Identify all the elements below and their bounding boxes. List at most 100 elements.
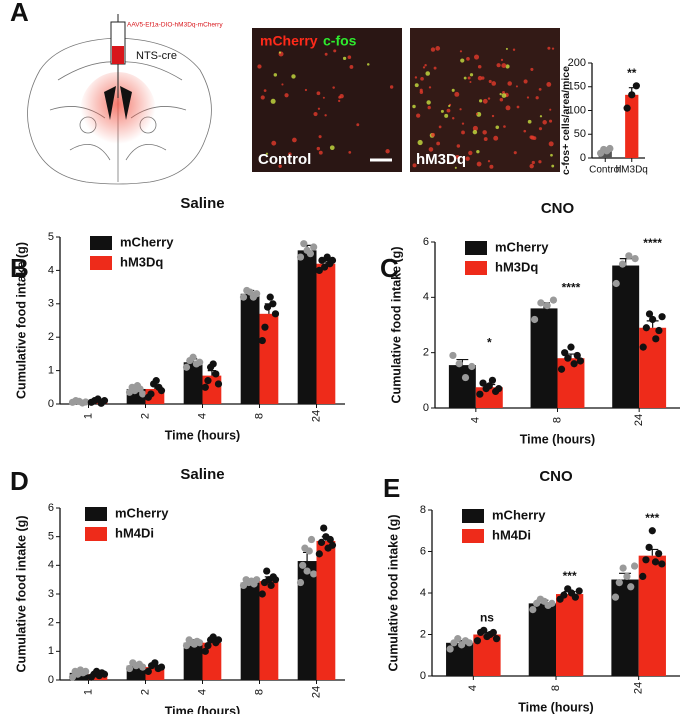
cell	[292, 161, 295, 164]
x-tick-label: 1	[82, 689, 94, 695]
cell	[473, 54, 480, 60]
cell	[487, 160, 491, 163]
cell	[436, 141, 441, 146]
cell	[526, 96, 530, 99]
data-point	[468, 362, 476, 371]
x-tick-label: 8	[253, 689, 265, 695]
cell	[273, 73, 278, 77]
cell	[428, 86, 432, 89]
data-point	[209, 633, 217, 641]
cell	[465, 156, 470, 161]
data-point	[261, 323, 269, 331]
data-point	[189, 353, 197, 361]
data-point	[306, 250, 314, 258]
cell	[546, 82, 552, 87]
data-point	[201, 647, 209, 655]
data-point	[652, 335, 660, 343]
y-tick-label: 6	[420, 545, 426, 557]
cell	[324, 114, 327, 117]
data-point	[557, 365, 566, 373]
y-tick-label: 2	[423, 347, 429, 359]
y-tick-label: 3	[48, 588, 54, 600]
x-tick-label: 4	[196, 413, 208, 419]
cell	[496, 63, 501, 68]
bar	[259, 313, 279, 404]
cell	[475, 112, 478, 115]
y-axis-label: Cumulative food intake (g)	[389, 247, 403, 404]
y-axis-label: Cumulative food intake (g)	[386, 515, 400, 672]
x-tick-label: 4	[470, 417, 482, 423]
legend-swatch	[462, 529, 484, 543]
data-point	[303, 567, 311, 575]
cell	[356, 123, 360, 127]
y-tick-label: 200	[568, 57, 586, 69]
data-point	[139, 663, 147, 671]
cell	[304, 88, 308, 92]
legend-label: hM3Dq	[495, 259, 538, 274]
bar	[316, 540, 336, 680]
x-tick-label: 8	[550, 685, 562, 691]
bar	[316, 263, 336, 404]
data-point	[323, 253, 331, 261]
expression-region	[80, 72, 156, 152]
cell	[454, 91, 460, 97]
significance-label: **	[627, 66, 637, 80]
data-point	[642, 324, 650, 332]
cell	[505, 64, 510, 69]
y-tick-label: 1	[48, 645, 54, 657]
data-point	[296, 578, 305, 587]
cell	[472, 129, 478, 135]
data-point	[446, 645, 454, 653]
cell	[491, 114, 495, 118]
cell	[539, 115, 543, 118]
data-point	[567, 343, 575, 351]
y-tick-label: 5	[48, 531, 54, 543]
cell	[549, 108, 552, 111]
cell	[530, 135, 535, 140]
chart-title: Saline	[180, 466, 224, 483]
cell	[431, 132, 435, 137]
bar	[639, 327, 667, 408]
cell	[472, 125, 478, 132]
stain-label: mCherry	[260, 33, 318, 49]
y-tick-label: 2	[48, 617, 54, 629]
bar	[183, 362, 203, 404]
data-point	[310, 243, 318, 251]
panel-label: B	[10, 253, 29, 283]
panel-label: E	[383, 473, 400, 503]
cell	[529, 163, 534, 169]
data-point	[485, 382, 493, 390]
y-axis-label: Cumulative food intake (g)	[14, 242, 28, 399]
cell	[538, 160, 542, 164]
y-tick-label: 0	[420, 670, 426, 682]
significance-label: ***	[563, 569, 577, 583]
cell	[489, 164, 494, 169]
cell	[342, 56, 347, 61]
cell	[347, 55, 352, 59]
legend-label: mCherry	[120, 234, 174, 249]
cell	[550, 153, 553, 157]
cell	[460, 58, 465, 63]
data-point	[630, 562, 639, 570]
cell	[265, 152, 269, 155]
x-tick-label: 4	[467, 685, 479, 691]
panel-label: C	[380, 253, 399, 283]
cell	[459, 108, 462, 111]
data-point	[625, 252, 633, 260]
data-point	[627, 583, 635, 591]
cell	[523, 79, 528, 84]
y-tick-label: 4	[420, 587, 426, 599]
cell	[414, 83, 419, 88]
y-tick-label: 3	[48, 298, 54, 310]
ventricle	[104, 86, 132, 120]
y-tick-label: 150	[568, 81, 586, 93]
cell	[531, 160, 535, 165]
data-point	[658, 560, 666, 568]
injection-label: AAV5-Ef1a-DIO-hM3Dq-mCherry	[127, 22, 223, 29]
stain-label: c-fos	[323, 33, 357, 49]
data-point	[543, 302, 551, 310]
y-tick-label: 4	[48, 559, 54, 571]
data-point	[320, 263, 329, 271]
data-point	[147, 390, 155, 398]
